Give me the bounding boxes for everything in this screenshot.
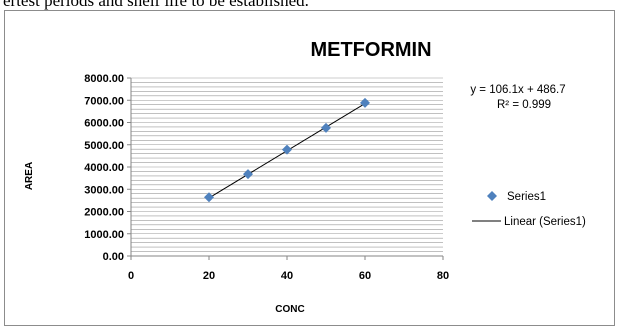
x-tick-label: 20: [203, 270, 215, 282]
axes: [127, 77, 444, 260]
data-point-marker: [282, 144, 292, 155]
x-tick-label: 80: [437, 270, 449, 282]
x-tick-label: 40: [281, 270, 293, 282]
data-point-marker: [360, 97, 370, 108]
y-tick-label: 2000.00: [84, 207, 124, 219]
r-squared-label: R² = 0.999: [497, 99, 551, 111]
trendline-equation: y = 106.1x + 486.7: [470, 84, 565, 96]
x-axis-label: CONC: [275, 304, 304, 315]
data-points: [204, 97, 370, 203]
y-tick-label: 0.00: [103, 251, 124, 263]
y-tick-label: 3000.00: [84, 184, 124, 196]
chart-area: 0.00 1000.00 2000.00 3000.00 4000.00 5000.00 6…: [4, 10, 615, 326]
chart-title: METFORMIN: [310, 39, 431, 61]
data-point-marker: [243, 169, 253, 180]
legend-series1-marker: [487, 191, 497, 201]
y-tick-label: 8000.00: [84, 73, 124, 85]
legend: Series1 Linear (Series1): [472, 191, 586, 228]
metformin-calibration-chart: 0.00 1000.00 2000.00 3000.00 4000.00 5000.00 6…: [24, 39, 586, 315]
data-point-marker: [321, 122, 331, 133]
y-tick-label: 5000.00: [84, 140, 124, 152]
y-tick-label: 7000.00: [84, 95, 124, 107]
legend-trendline-label: Linear (Series1): [504, 216, 586, 228]
y-tick-label: 1000.00: [84, 229, 124, 241]
x-tick-label: 0: [128, 270, 134, 282]
y-tick-label: 4000.00: [84, 162, 124, 174]
x-tick-label: 60: [359, 270, 371, 282]
y-tick-label: 6000.00: [84, 118, 124, 130]
legend-series1-label: Series1: [507, 191, 546, 203]
page-text-fragment: ertest periods and shelf life to be esta…: [3, 0, 309, 10]
data-point-marker: [204, 192, 214, 203]
y-axis-label: AREA: [24, 162, 35, 190]
tick-labels: 0.00 1000.00 2000.00 3000.00 4000.00 5000.00 6…: [84, 73, 449, 282]
gridlines: [131, 77, 443, 252]
